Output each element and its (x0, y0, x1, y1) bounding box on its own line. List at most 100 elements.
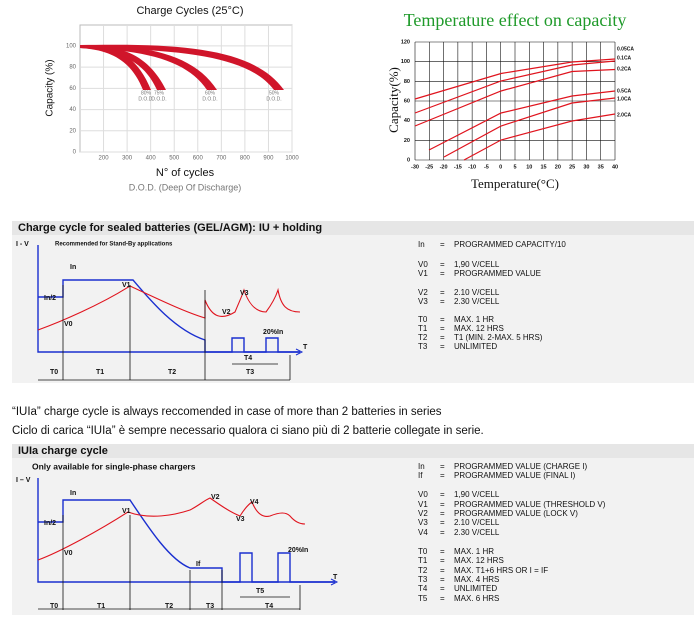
table-key: If (418, 471, 423, 480)
curve (414, 60, 616, 114)
y-tick-label: 100 (401, 59, 410, 65)
table-key: T4 (418, 584, 428, 593)
curve-label: 0.2CA (617, 66, 632, 72)
dod-label: 60% (205, 90, 216, 96)
curve (414, 68, 616, 127)
x-tick-label: -5 (484, 164, 489, 170)
x-tick-label: 10 (526, 164, 532, 170)
diagram-label: If (196, 561, 201, 568)
table-eq: = (440, 269, 445, 278)
table-key: T2 (418, 333, 428, 342)
table-value: MAX. 1 HR (454, 547, 494, 556)
y-tick-label: 100 (66, 43, 77, 49)
table-eq: = (440, 509, 445, 518)
section-header: IUIa charge cycle (18, 445, 108, 457)
table-value: 1,90 V/CELL (454, 260, 500, 269)
diagram-label: T (333, 574, 338, 581)
diagram-label: T4 (244, 355, 252, 362)
x-tick-label: 800 (240, 156, 251, 162)
x-tick-label: 300 (122, 156, 133, 162)
table-value: T1 (MIN. 2-MAX. 5 HRS) (454, 333, 543, 342)
y-tick-label: 40 (404, 118, 410, 124)
diagram-label: V3 (236, 516, 245, 523)
diagram-label: T3 (206, 603, 214, 610)
x-tick-label: 0 (499, 164, 502, 170)
diagram-label: T0 (50, 369, 58, 376)
curve-label: 1.0CA (617, 96, 632, 102)
y-tick-label: 60 (69, 86, 76, 92)
table-key: T1 (418, 324, 428, 333)
chart-title: Temperature effect on capacity (404, 10, 627, 30)
table-key: T0 (418, 547, 428, 556)
diagram-label: V2 (222, 309, 231, 316)
table-key: In (418, 240, 425, 249)
x-axis-label: Temperature(°C) (471, 176, 559, 191)
y-tick-label: 80 (404, 79, 410, 85)
curve (428, 90, 616, 151)
arrow (330, 578, 339, 586)
table-key: T0 (418, 315, 428, 324)
curve-label: 0.05CA (617, 46, 634, 52)
x-tick-label: 5 (513, 164, 516, 170)
diagram-label: T (303, 344, 308, 351)
curve-label: 0.5CA (617, 88, 632, 94)
table-eq: = (440, 490, 445, 499)
table-key: T3 (418, 342, 428, 351)
y-tick-label: 0 (407, 157, 410, 163)
table-value: PROGRAMMED VALUE (CHARGE I) (454, 462, 588, 471)
diagram-label: T3 (246, 369, 254, 376)
table-key: T5 (418, 594, 428, 603)
x-tick-label: 1000 (285, 156, 299, 162)
x-tick-label: 35 (598, 164, 604, 170)
diagram-label: V1 (122, 282, 131, 289)
y-tick-label: 20 (69, 128, 76, 134)
diagram-label: T2 (168, 369, 176, 376)
y-axis-label: Capacity (%) (45, 59, 56, 116)
table-key: V1 (418, 500, 428, 509)
table-value: MAX. 12 HRS (454, 324, 504, 333)
table-value: MAX. T1+6 HRS OR I = IF (454, 566, 548, 575)
chart-title: Charge Cycles (25°C) (136, 5, 243, 17)
table-value: 2.10 V/CELL (454, 518, 500, 527)
table-eq: = (440, 518, 445, 527)
current-curve (38, 499, 335, 583)
section-header-bar (12, 444, 694, 458)
diagram-label: V3 (240, 290, 249, 297)
x-tick-label: -20 (440, 164, 448, 170)
arrow (295, 348, 304, 356)
table-key: V0 (418, 260, 428, 269)
table-value: MAX. 1 HR (454, 315, 494, 324)
section-note: Only available for single-phase chargers (32, 461, 196, 471)
x-tick-label: 700 (216, 156, 227, 162)
table-eq: = (440, 556, 445, 565)
x-tick-label: 400 (146, 156, 157, 162)
table-eq: = (440, 297, 445, 306)
x-tick-label: 900 (263, 156, 274, 162)
dod-label: D.O.D. (138, 96, 153, 102)
x-tick-label: 15 (541, 164, 547, 170)
table-eq: = (440, 594, 445, 603)
y-tick-label: 0 (73, 150, 77, 156)
y-axis-label: Capacity(%) (386, 67, 401, 133)
section-box (12, 235, 694, 383)
note-line: Ciclo di carica “IUIa” è sempre necessar… (12, 425, 484, 437)
table-key: V4 (418, 528, 428, 537)
voltage-curve (37, 497, 306, 561)
curve (414, 58, 616, 100)
x-axis-label: N° of cycles (156, 167, 215, 179)
diagram-label: V0 (64, 550, 73, 557)
table-eq: = (440, 500, 445, 509)
curve (80, 44, 166, 90)
table-eq: = (440, 528, 445, 537)
diagram-label: I - V (16, 241, 29, 248)
table-eq: = (440, 288, 445, 297)
diagram-label: V1 (122, 508, 131, 515)
table-eq: = (440, 324, 445, 333)
section-note: Recommended for Stand-By applications (55, 242, 173, 248)
diagram-label: T1 (97, 603, 105, 610)
diagram-label: In/2 (44, 520, 56, 527)
x-tick-label: -10 (468, 164, 476, 170)
table-eq: = (440, 575, 445, 584)
table-eq: = (440, 315, 445, 324)
